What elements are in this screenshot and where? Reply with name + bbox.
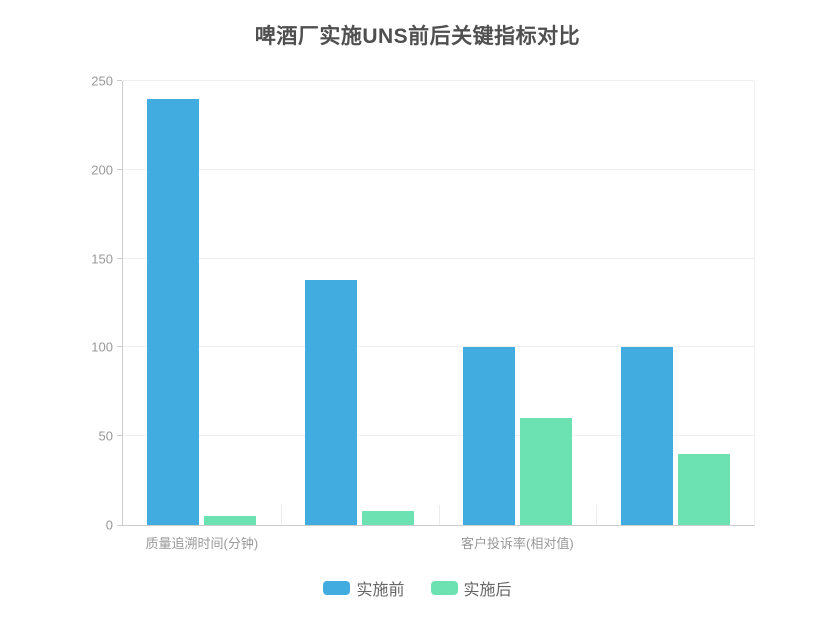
bar-before[interactable] (305, 279, 358, 525)
legend-item-before[interactable]: 实施前 (323, 576, 405, 600)
plot-area: 0 50 100 150 200 250 质量追溯时间(分钟) 客户投诉率(相对值) (91, 74, 755, 551)
y-axis-tick (117, 525, 122, 526)
y-axis-label: 250 (91, 73, 113, 89)
legend-label-before: 实施前 (356, 582, 405, 599)
bar-before[interactable] (620, 347, 673, 525)
gridline (123, 80, 754, 81)
gridline (123, 257, 754, 259)
y-axis-label: 0 (105, 517, 113, 533)
x-axis-label: 客户投诉率(相对值) (461, 536, 574, 551)
x-axis-boundary-tick (438, 505, 440, 525)
y-axis-label: 200 (91, 162, 113, 178)
legend-item-after[interactable]: 实施后 (430, 576, 512, 600)
legend: 实施前 实施后 (0, 576, 835, 600)
gridline (123, 346, 754, 348)
y-axis-tick (117, 435, 122, 437)
y-axis-tick (117, 80, 122, 81)
gridline (123, 168, 754, 170)
x-axis-boundary-tick (596, 505, 598, 525)
bar-after[interactable] (519, 418, 572, 525)
y-axis-label: 150 (91, 251, 113, 267)
chart-title: 啤酒厂实施UNS前后关键指标对比 (254, 25, 581, 48)
bar-after[interactable] (204, 516, 257, 525)
bar-before[interactable] (462, 347, 515, 525)
y-axis-tick (117, 346, 122, 348)
y-axis-label: 50 (98, 428, 113, 444)
bar-after[interactable] (677, 453, 730, 525)
legend-swatch-before (323, 581, 351, 595)
x-axis-boundary-tick (280, 505, 282, 525)
legend-swatch-after (430, 581, 458, 595)
bar-before[interactable] (147, 98, 200, 525)
y-axis-tick (117, 168, 122, 170)
gridline (123, 435, 754, 437)
x-axis-label: 质量追溯时间(分钟) (145, 536, 259, 551)
legend-label-after: 实施后 (463, 582, 512, 599)
y-axis-tick (117, 257, 122, 259)
y-axis-label: 100 (91, 339, 113, 355)
bar-after[interactable] (362, 510, 415, 525)
